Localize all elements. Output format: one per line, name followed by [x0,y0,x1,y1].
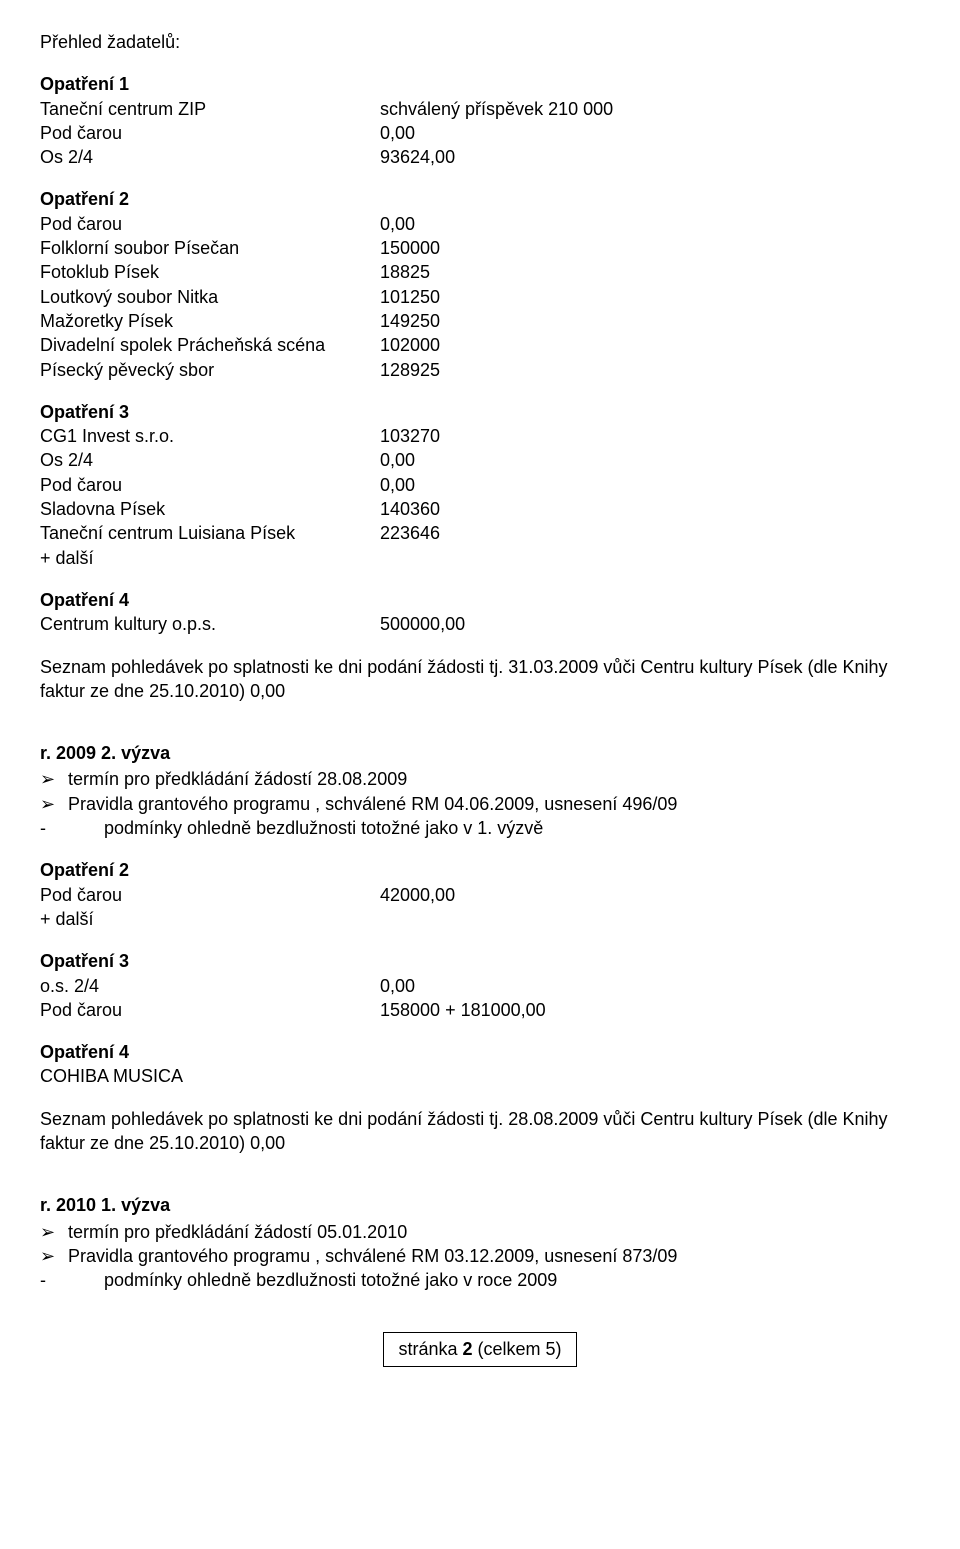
table-row: Fotoklub Písek18825 [40,260,920,284]
row-label: Pod čarou [40,212,380,236]
row-label: Folklorní soubor Písečan [40,236,380,260]
row-label: Loutkový soubor Nitka [40,285,380,309]
row-value: 103270 [380,424,440,448]
row-value: 150000 [380,236,440,260]
row-label: + další [40,546,380,570]
row-label: Sladovna Písek [40,497,380,521]
table-row: Taneční centrum Luisiana Písek223646 [40,521,920,545]
row-value: 128925 [380,358,440,382]
row-label: Os 2/4 [40,448,380,472]
table-row: Mažoretky Písek149250 [40,309,920,333]
dash-text: podmínky ohledně bezdlužnosti totožné ja… [104,1268,557,1292]
row-value: 500000,00 [380,612,465,636]
table-row: Centrum kultury o.p.s.500000,00 [40,612,920,636]
bullet-text: Pravidla grantového programu , schválené… [68,792,677,816]
row-value: 42000,00 [380,883,455,907]
row-value: 0,00 [380,448,415,472]
paragraph-pohledavky-2: Seznam pohledávek po splatnosti ke dni p… [40,1107,920,1156]
page-number: 2 [463,1339,473,1359]
bullet-item: ➢ termín pro předkládání žádostí 05.01.2… [40,1220,920,1244]
heading-vyzva-2009-2: r. 2009 2. výzva [40,741,920,765]
table-row: Pod čarou0,00 [40,212,920,236]
arrow-right-icon: ➢ [40,792,68,816]
row-value: 0,00 [380,212,415,236]
heading-opatreni-3b: Opatření 3 [40,949,920,973]
page-prefix: stránka [398,1339,462,1359]
table-row: COHIBA MUSICA [40,1064,920,1088]
dash-text: podmínky ohledně bezdlužnosti totožné ja… [104,816,543,840]
row-label: Pod čarou [40,998,380,1022]
table-row: Pod čarou0,00 [40,121,920,145]
row-value: 93624,00 [380,145,455,169]
table-row: Loutkový soubor Nitka101250 [40,285,920,309]
page-suffix: (celkem 5) [473,1339,562,1359]
arrow-right-icon: ➢ [40,1220,68,1244]
table-row: Pod čarou0,00 [40,473,920,497]
row-value: 223646 [380,521,440,545]
table-row: o.s. 2/40,00 [40,974,920,998]
table-row: Taneční centrum ZIPschválený příspěvek 2… [40,97,920,121]
paragraph-pohledavky-1: Seznam pohledávek po splatnosti ke dni p… [40,655,920,704]
bullet-text: termín pro předkládání žádostí 05.01.201… [68,1220,407,1244]
row-label: Os 2/4 [40,145,380,169]
arrow-right-icon: ➢ [40,1244,68,1268]
row-label: Centrum kultury o.p.s. [40,612,380,636]
row-label: CG1 Invest s.r.o. [40,424,380,448]
heading-opatreni-3: Opatření 3 [40,400,920,424]
heading-opatreni-1: Opatření 1 [40,72,920,96]
bullet-text: Pravidla grantového programu , schválené… [68,1244,677,1268]
row-label: Pod čarou [40,121,380,145]
dash-item: - podmínky ohledně bezdlužnosti totožné … [40,1268,920,1292]
row-value: 158000 + 181000,00 [380,998,546,1022]
bullet-item: ➢ Pravidla grantového programu , schvále… [40,792,920,816]
heading-opatreni-2: Opatření 2 [40,187,920,211]
row-value: 102000 [380,333,440,357]
table-row: + další [40,907,920,931]
page-number-box: stránka 2 (celkem 5) [383,1332,576,1366]
row-value: 0,00 [380,974,415,998]
heading-vyzva-2010-1: r. 2010 1. výzva [40,1193,920,1217]
row-label: o.s. 2/4 [40,974,380,998]
row-value: 140360 [380,497,440,521]
row-label: + další [40,907,380,931]
row-value: schválený příspěvek 210 000 [380,97,613,121]
table-row: Pod čarou42000,00 [40,883,920,907]
row-value: 101250 [380,285,440,309]
dash-icon: - [40,1268,104,1292]
bullet-item: ➢ Pravidla grantového programu , schvále… [40,1244,920,1268]
row-value: 18825 [380,260,430,284]
row-label: Taneční centrum Luisiana Písek [40,521,380,545]
table-row: + další [40,546,920,570]
row-label: Divadelní spolek Prácheňská scéna [40,333,380,357]
heading-opatreni-4b: Opatření 4 [40,1040,920,1064]
table-row: CG1 Invest s.r.o.103270 [40,424,920,448]
row-value: 149250 [380,309,440,333]
row-value: 0,00 [380,473,415,497]
row-label: Pod čarou [40,883,380,907]
table-row: Pod čarou158000 + 181000,00 [40,998,920,1022]
row-label: Taneční centrum ZIP [40,97,380,121]
row-label: Mažoretky Písek [40,309,380,333]
table-row: Folklorní soubor Písečan150000 [40,236,920,260]
row-label: Písecký pěvecký sbor [40,358,380,382]
page-title: Přehled žadatelů: [40,32,180,52]
row-label: Fotoklub Písek [40,260,380,284]
table-row: Divadelní spolek Prácheňská scéna102000 [40,333,920,357]
table-row: Písecký pěvecký sbor128925 [40,358,920,382]
table-row: Os 2/493624,00 [40,145,920,169]
row-label: Pod čarou [40,473,380,497]
bullet-text: termín pro předkládání žádostí 28.08.200… [68,767,407,791]
heading-opatreni-4: Opatření 4 [40,588,920,612]
dash-item: - podmínky ohledně bezdlužnosti totožné … [40,816,920,840]
table-row: Sladovna Písek140360 [40,497,920,521]
heading-opatreni-2b: Opatření 2 [40,858,920,882]
arrow-right-icon: ➢ [40,767,68,791]
bullet-item: ➢ termín pro předkládání žádostí 28.08.2… [40,767,920,791]
table-row: Os 2/40,00 [40,448,920,472]
row-value: 0,00 [380,121,415,145]
row-label: COHIBA MUSICA [40,1064,380,1088]
dash-icon: - [40,816,104,840]
